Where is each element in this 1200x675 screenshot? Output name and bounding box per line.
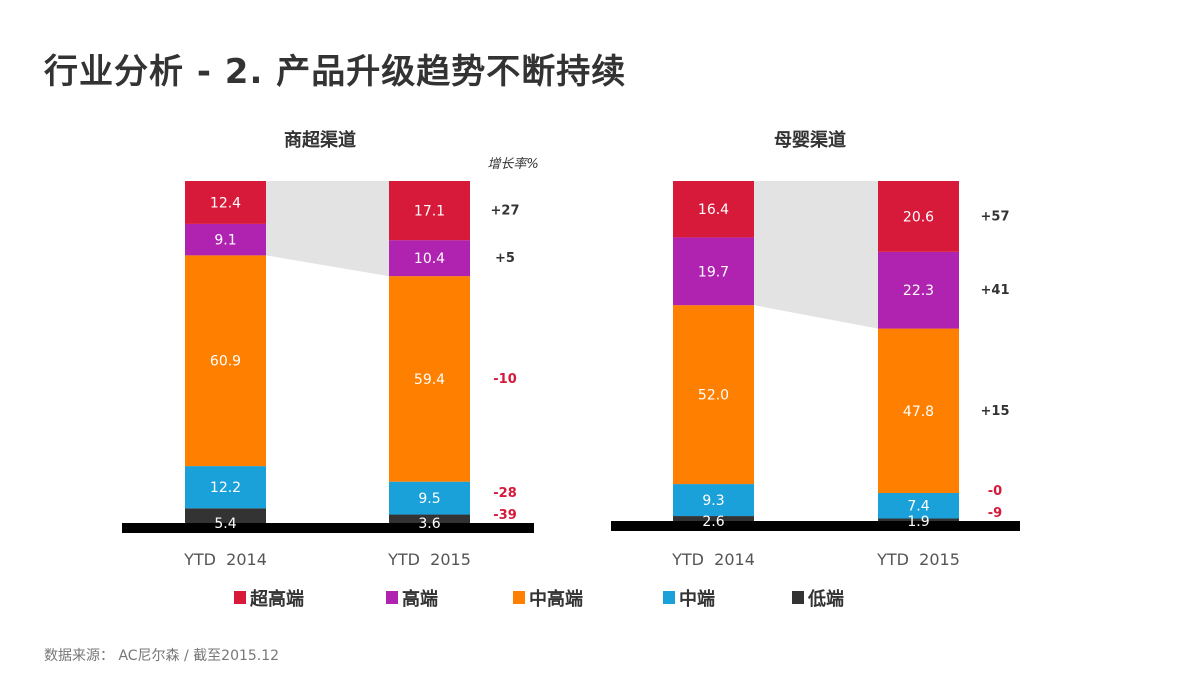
bar-value-label: 17.1 [414,204,445,220]
legend-label: 中端 [679,588,715,610]
bar-value-label: 1.9 [907,514,929,530]
bar-segment [185,255,266,467]
growth-rate-label: -9 [988,506,1002,521]
bar-value-label: 22.3 [903,283,934,299]
bar-value-label: 16.4 [698,202,729,218]
growth-rate-label: +57 [981,209,1010,224]
legend-swatch [513,591,525,604]
bar-value-label: 12.2 [210,480,241,496]
bar-value-label: 2.6 [702,514,724,530]
chart-title: 商超渠道 [284,129,356,151]
bar-segment [878,251,959,329]
bar-segment [673,305,754,485]
bar-value-label: 7.4 [907,499,929,515]
legend-label: 高端 [402,588,438,610]
bar-segment [389,481,470,515]
bar-value-label: 3.6 [418,516,440,532]
bar-value-label: 5.4 [214,516,236,532]
x-tick-label: YTD 2015 [387,550,471,569]
bar-segment [185,181,266,224]
premium-share-connector [266,181,389,277]
source-note: 数据来源： AC尼尔森 / 截至2015.12 [44,648,280,664]
bar-segment [673,484,754,517]
bar-value-label: 47.8 [903,404,934,420]
bar-value-label: 9.1 [214,233,236,249]
bar-value-label: 60.9 [210,354,241,370]
bar-segment [673,237,754,306]
legend-swatch [663,591,675,604]
bar-value-label: 59.4 [414,372,445,388]
bar-value-label: 20.6 [903,209,934,225]
bar-value-label: 52.0 [698,388,729,404]
growth-header: 增长率% [487,156,538,172]
legend-label: 超高端 [250,588,304,610]
legend-label: 中高端 [529,588,583,610]
bar-segment [673,516,754,525]
x-tick-label: YTD 2014 [183,550,267,569]
growth-rate-label: -10 [493,372,517,387]
growth-rate-label: -0 [988,484,1002,499]
x-tick-label: YTD 2014 [671,550,755,569]
bar-segment [389,240,470,277]
premium-share-connector [754,181,878,329]
growth-rate-label: +15 [981,404,1010,419]
bar-segment [389,181,470,241]
legend-swatch [234,591,246,604]
bar-segment [389,276,470,482]
bar-value-label: 10.4 [414,251,445,267]
chart-title: 母婴渠道 [774,129,846,151]
legend-swatch [386,591,398,604]
bar-segment [673,181,754,238]
growth-rate-label: +41 [981,283,1010,298]
bar-segment [185,508,266,527]
page-title: 行业分析 - 2. 产品升级趋势不断持续 [44,52,627,92]
baseline-axis [122,523,534,533]
bar-value-label: 12.4 [210,195,241,211]
bar-segment [878,493,959,519]
growth-rate-label: -28 [493,486,517,501]
bar-segment [878,328,959,494]
bar-value-label: 9.3 [702,493,724,509]
x-tick-label: YTD 2015 [876,550,960,569]
legend-swatch [792,591,804,604]
bar-segment [185,223,266,256]
growth-rate-label: -39 [493,508,517,523]
baseline-axis [611,521,1020,531]
bar-segment [185,466,266,509]
bar-segment [878,181,959,252]
growth-rate-label: +5 [495,251,515,266]
bar-value-label: 19.7 [698,264,729,280]
legend-label: 低端 [807,588,844,610]
bar-value-label: 9.5 [418,491,440,507]
growth-rate-label: +27 [491,204,520,219]
